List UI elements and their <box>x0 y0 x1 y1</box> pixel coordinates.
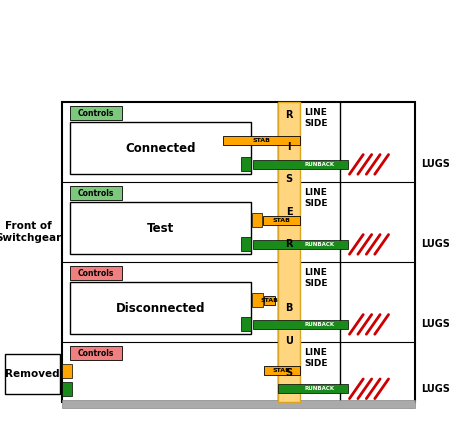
Text: R: R <box>285 239 293 249</box>
Bar <box>253 320 348 329</box>
Text: S: S <box>285 174 292 184</box>
Text: SIDE: SIDE <box>304 119 328 128</box>
Text: E: E <box>286 207 292 216</box>
Text: SIDE: SIDE <box>304 279 328 288</box>
Text: STAB: STAB <box>273 368 291 373</box>
Text: U: U <box>285 335 293 346</box>
Text: STAB: STAB <box>261 298 279 303</box>
Bar <box>70 122 251 174</box>
Text: Test: Test <box>147 222 174 235</box>
Text: LINE: LINE <box>304 188 327 197</box>
Text: Controls: Controls <box>78 108 114 117</box>
Text: LUGS: LUGS <box>421 239 450 249</box>
Bar <box>62 364 72 378</box>
Bar <box>70 346 122 360</box>
Bar <box>278 384 348 393</box>
Text: LINE: LINE <box>304 348 327 357</box>
Text: SIDE: SIDE <box>304 359 328 368</box>
Bar <box>264 296 275 305</box>
Text: RUNBACK: RUNBACK <box>305 242 335 247</box>
Text: B: B <box>285 303 292 313</box>
Bar <box>70 202 251 254</box>
Bar <box>252 214 262 227</box>
Text: LUGS: LUGS <box>421 384 450 394</box>
Text: Disconnected: Disconnected <box>116 301 205 314</box>
Bar <box>252 293 263 307</box>
Text: Controls: Controls <box>78 268 114 278</box>
Bar <box>62 400 415 408</box>
Bar <box>241 238 251 252</box>
Bar <box>223 136 300 145</box>
Text: Removed: Removed <box>5 369 60 379</box>
Text: RUNBACK: RUNBACK <box>305 322 335 327</box>
Text: S: S <box>285 368 292 378</box>
Text: Controls: Controls <box>78 189 114 197</box>
Text: LINE: LINE <box>304 268 327 277</box>
Text: RUNBACK: RUNBACK <box>305 162 335 167</box>
Text: Controls: Controls <box>78 349 114 357</box>
Bar <box>253 240 348 249</box>
Bar <box>62 102 415 402</box>
Text: LINE: LINE <box>304 108 327 117</box>
Bar <box>278 102 300 402</box>
Text: R: R <box>285 110 293 120</box>
Text: STAB: STAB <box>273 218 291 223</box>
Text: Connected: Connected <box>125 141 196 154</box>
Bar <box>263 216 300 225</box>
Text: LUGS: LUGS <box>421 160 450 169</box>
Text: STAB: STAB <box>253 138 271 143</box>
Text: SIDE: SIDE <box>304 199 328 208</box>
Bar <box>241 317 251 331</box>
Text: LUGS: LUGS <box>421 319 450 330</box>
Bar <box>70 106 122 120</box>
Bar <box>70 282 251 334</box>
Bar <box>5 354 60 394</box>
Bar <box>70 186 122 200</box>
Bar <box>62 382 72 396</box>
Bar <box>241 157 251 171</box>
Text: I: I <box>287 142 291 152</box>
Bar <box>264 366 300 375</box>
Bar <box>253 160 348 169</box>
Bar <box>70 266 122 280</box>
Text: RUNBACK: RUNBACK <box>305 386 335 391</box>
Text: Front of
Switchgear: Front of Switchgear <box>0 221 61 243</box>
